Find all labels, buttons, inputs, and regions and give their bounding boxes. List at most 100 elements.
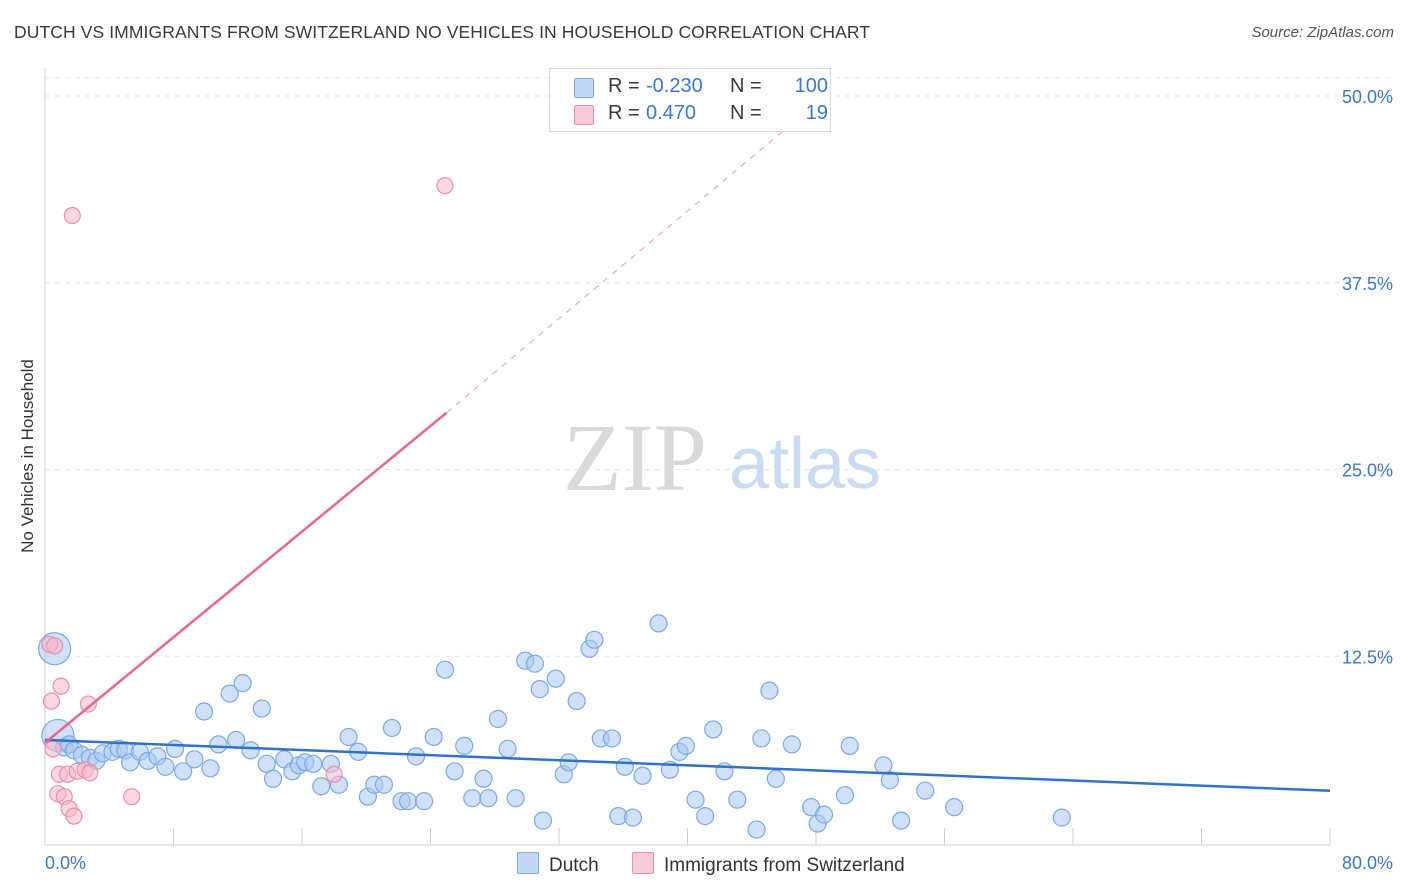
swiss-legend-swatch — [632, 852, 654, 874]
swiss-point — [63, 206, 81, 225]
dutch-swatch — [574, 78, 594, 98]
dutch-point — [445, 762, 464, 781]
swiss-trendline-extension — [446, 103, 817, 414]
dutch-point — [252, 699, 271, 718]
dutch-point — [945, 798, 964, 817]
dutch-legend-label: Dutch — [549, 855, 599, 876]
dutch-point — [747, 820, 766, 839]
dutch-point — [166, 739, 185, 758]
dutch-point — [892, 811, 911, 830]
dutch-point — [304, 754, 323, 773]
y-tick-label: 25.0% — [1342, 461, 1393, 481]
dutch-point — [533, 811, 553, 830]
dutch-point — [633, 766, 652, 785]
dutch-point — [463, 789, 482, 808]
r-label: R = — [608, 75, 640, 97]
dutch-point — [406, 747, 426, 766]
r-label: R = — [608, 102, 640, 124]
dutch-point — [414, 792, 434, 811]
dutch-point — [676, 736, 695, 755]
y-tick-label: 37.5% — [1342, 274, 1393, 294]
dutch-point — [382, 718, 402, 738]
dutch-point — [585, 630, 604, 649]
watermark: ZIP atlas — [563, 404, 881, 511]
dutch-point — [220, 684, 239, 703]
dutch-point — [752, 729, 771, 748]
axes — [44, 68, 1331, 846]
y-axis-label: No Vehicles in Household — [18, 359, 37, 553]
dutch-point — [263, 769, 283, 788]
r-value: -0.230 — [646, 75, 703, 97]
dutch-points — [38, 614, 1071, 839]
dutch-point — [241, 741, 260, 760]
dutch-point — [559, 753, 578, 772]
dutch-point — [686, 790, 705, 809]
swiss-point — [325, 765, 343, 783]
n-label: N = — [730, 102, 762, 124]
dutch-point — [435, 660, 455, 679]
dutch-point — [455, 736, 474, 755]
dutch-point — [474, 769, 493, 788]
y-tick-label: 12.5% — [1342, 647, 1393, 667]
dutch-point — [374, 775, 394, 794]
dutch-point — [649, 614, 668, 633]
dutch-point — [602, 729, 622, 748]
swiss-trendline — [44, 411, 448, 744]
dutch-point — [766, 769, 785, 788]
swiss-point — [436, 177, 454, 195]
dutch-point — [185, 750, 204, 769]
dutch-point — [498, 739, 517, 758]
dutch-point — [209, 735, 228, 754]
swiss-point — [52, 677, 70, 695]
dutch-point — [623, 808, 642, 827]
swiss-point — [65, 807, 83, 825]
swiss-point — [79, 695, 97, 713]
dutch-point — [233, 674, 252, 693]
y-tick-label: 50.0% — [1342, 87, 1393, 107]
dutch-point — [840, 736, 859, 755]
dutch-trendline — [44, 738, 1331, 792]
swiss-point — [46, 637, 64, 655]
x-tick-labels: 0.0% 80.0% — [45, 853, 1393, 873]
dutch-point — [782, 735, 802, 754]
n-value: 100 — [794, 75, 828, 97]
dutch-point — [525, 654, 545, 673]
dutch-point — [814, 805, 834, 824]
dutch-point — [1052, 808, 1071, 827]
dutch-point — [312, 777, 331, 796]
swiss-point — [42, 692, 61, 710]
correlation-legend: R = -0.230 N = 100 R = 0.470 N = 19 — [549, 68, 831, 132]
dutch-point — [546, 669, 565, 688]
dutch-point — [530, 680, 549, 699]
dutch-point — [339, 727, 358, 747]
dutch-point — [835, 786, 855, 805]
r-value: 0.470 — [646, 102, 697, 124]
dutch-point — [201, 759, 220, 778]
legend-item-dutch: Dutch — [517, 852, 599, 877]
dutch-point — [916, 781, 935, 800]
watermark-zip: ZIP — [563, 404, 707, 511]
dutch-point — [174, 762, 193, 781]
dutch-point — [506, 789, 525, 808]
y-tick-labels: 12.5% 25.0% 37.5% 50.0% — [1342, 87, 1393, 667]
dutch-point — [227, 730, 246, 750]
dutch-point — [424, 727, 443, 747]
n-label: N = — [730, 75, 762, 97]
n-value: 19 — [805, 102, 828, 124]
dutch-point — [696, 807, 715, 826]
dutch-point — [880, 771, 899, 790]
dutch-point — [398, 792, 418, 811]
dutch-legend-swatch — [517, 852, 539, 874]
swiss-swatch — [574, 105, 594, 125]
swiss-point — [123, 788, 141, 806]
swiss-point — [81, 764, 99, 782]
trendlines — [44, 103, 1331, 792]
x-tick-label: 0.0% — [45, 853, 86, 873]
gridlines — [45, 77, 1395, 657]
dutch-point — [479, 789, 498, 808]
dutch-point — [760, 681, 779, 700]
swiss-points — [41, 177, 454, 825]
source-label: Source: ZipAtlas.com — [1251, 24, 1394, 41]
legend-item-swiss: Immigrants from Switzerland — [632, 852, 905, 877]
